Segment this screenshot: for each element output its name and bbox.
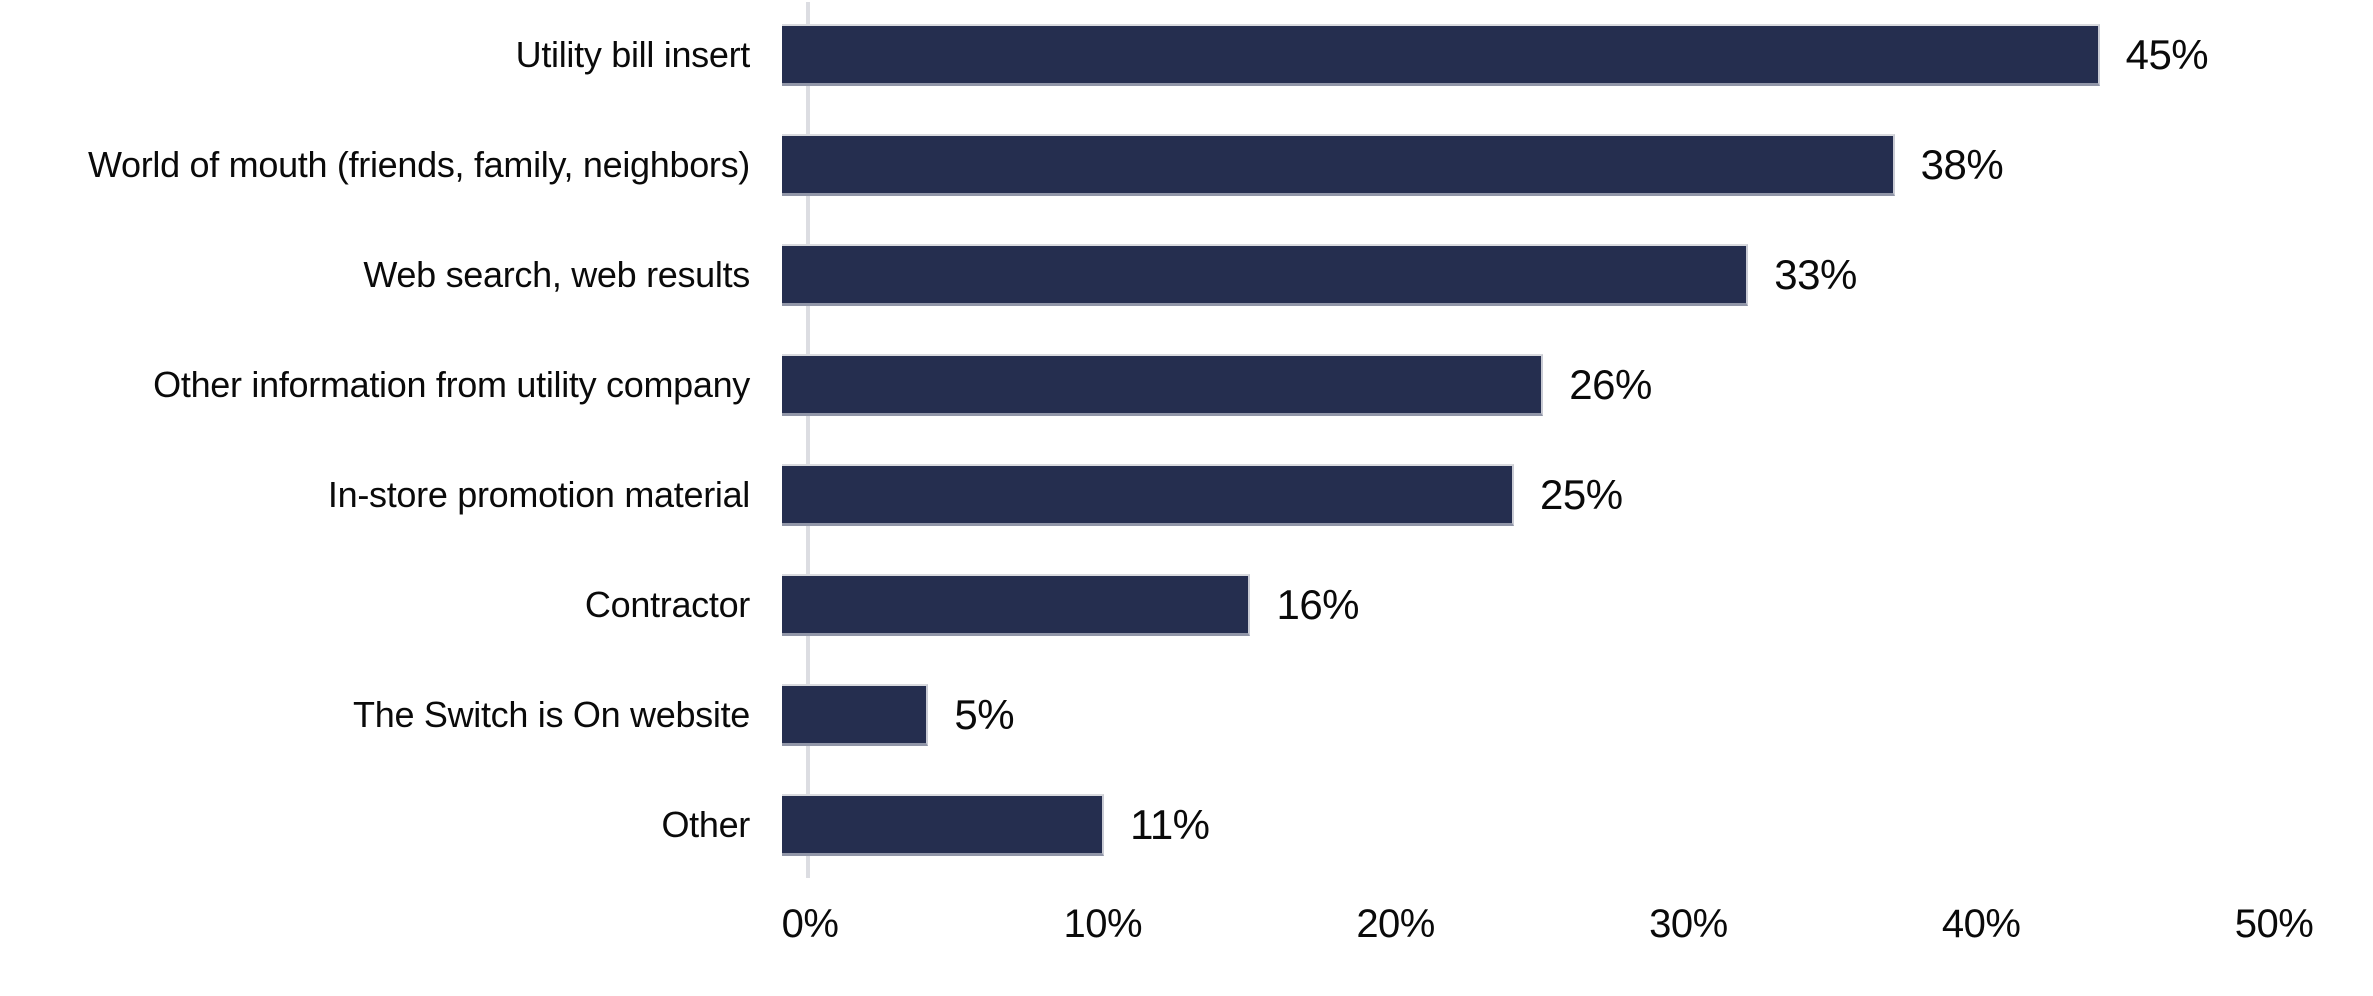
category-label: Other information from utility company xyxy=(153,364,750,406)
bar xyxy=(782,354,1544,416)
value-label: 16% xyxy=(1276,581,1360,628)
value-label: 5% xyxy=(954,691,1015,738)
bar-track: 26% xyxy=(778,354,2242,416)
x-axis: 0% 10% 20% 30% 40% 50% xyxy=(782,902,2314,958)
value-label: 33% xyxy=(1774,251,1857,298)
category-label: The Switch is On website xyxy=(353,694,750,736)
bar-rows: Utility bill insert 45% World of mouth (… xyxy=(0,0,2373,880)
bar-row: World of mouth (friends, family, neighbo… xyxy=(0,110,2373,220)
bar xyxy=(782,244,1749,306)
x-axis-tick-label: 30% xyxy=(1649,902,1728,946)
bar-row: Web search, web results 33% xyxy=(0,220,2373,330)
category-label: In-store promotion material xyxy=(327,474,750,516)
bar-track: 45% xyxy=(778,24,2242,86)
category-label: World of mouth (friends, family, neighbo… xyxy=(87,144,750,186)
bar-row: Utility bill insert 45% xyxy=(0,0,2373,110)
bar-track: 38% xyxy=(778,134,2242,196)
category-label: Other xyxy=(661,804,750,846)
bar-row: The Switch is On website 5% xyxy=(0,660,2373,770)
bar-row: Other 11% xyxy=(0,770,2373,880)
x-axis-tick-label: 0% xyxy=(781,902,839,946)
category-label: Contractor xyxy=(584,584,750,626)
x-axis-tick-label: 50% xyxy=(2234,902,2314,946)
bar-row: Contractor 16% xyxy=(0,550,2373,660)
bar-track: 11% xyxy=(778,794,2242,856)
value-label: 38% xyxy=(1920,141,2004,188)
value-label: 45% xyxy=(2125,31,2209,78)
bar-track: 5% xyxy=(778,684,2242,746)
bar xyxy=(782,684,929,746)
bar xyxy=(782,24,2100,86)
value-label: 26% xyxy=(1569,361,1652,408)
value-label: 25% xyxy=(1540,471,1623,518)
bar xyxy=(782,574,1251,636)
bar-track: 33% xyxy=(778,244,2242,306)
bar-track: 25% xyxy=(778,464,2242,526)
bar xyxy=(782,134,1895,196)
bar-track: 16% xyxy=(778,574,2242,636)
y-axis-line xyxy=(806,2,810,878)
value-label: 11% xyxy=(1130,801,1210,848)
x-axis-tick-label: 40% xyxy=(1941,902,2021,946)
category-label: Web search, web results xyxy=(363,254,750,296)
bar xyxy=(782,794,1105,856)
bar-row: In-store promotion material 25% xyxy=(0,440,2373,550)
bar xyxy=(782,464,1514,526)
x-axis-tick-label: 20% xyxy=(1356,902,1435,946)
bar-row: Other information from utility company 2… xyxy=(0,330,2373,440)
x-axis-tick-label: 10% xyxy=(1063,902,1143,946)
category-label: Utility bill insert xyxy=(515,34,751,76)
